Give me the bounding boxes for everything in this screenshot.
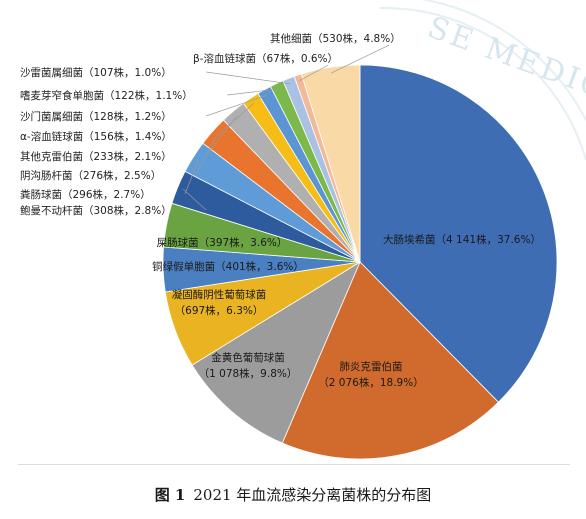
slice-label-15: 其他细菌（530株，4.8%） xyxy=(270,32,401,45)
pie-slices xyxy=(162,64,558,460)
slice-label-12: 嗜麦芽窄食单胞菌（122株，1.1%） xyxy=(20,89,193,102)
slice-label-8: 阴沟肠杆菌（276株，2.5%） xyxy=(20,169,161,182)
pie-slice-1 xyxy=(281,261,499,460)
leader-line-10 xyxy=(216,102,255,137)
slice-label-14: β-溶血链球菌（67株，0.6%） xyxy=(193,52,338,65)
leader-lines xyxy=(183,44,390,211)
leader-line-6 xyxy=(183,189,207,211)
pie-slice-15 xyxy=(300,64,361,263)
leader-line-15 xyxy=(331,44,390,74)
leader-line-8 xyxy=(195,134,218,176)
leader-line-12 xyxy=(227,88,280,96)
pie-slice-2 xyxy=(191,261,361,444)
slice-label-1-line-0: 肺炎克雷伯菌 xyxy=(340,360,403,373)
slice-label-2-line-1: （1 078株，9.8%） xyxy=(199,367,298,380)
figure-caption: 图 1 2021 年血流感染分离菌株的分布图 xyxy=(0,484,586,505)
pie-slice-0 xyxy=(359,64,558,403)
slice-label-3-line-0: 凝固酶阴性葡萄球菌 xyxy=(172,288,267,301)
leader-line-11 xyxy=(206,94,268,117)
slice-label-10: α-溶血链球菌（156株，1.4%） xyxy=(20,130,172,143)
slice-label-11: 沙门菌属细菌（128株，1.2%） xyxy=(20,110,172,123)
slice-label-5: 屎肠球菌（397株，3.6%） xyxy=(157,236,288,249)
leader-line-13 xyxy=(206,71,291,85)
slice-label-2-line-0: 金黄色葡萄球菌 xyxy=(211,351,285,364)
slice-label-9: 其他克雷伯菌（233株，2.1%） xyxy=(20,150,172,163)
slice-labels: 大肠埃希菌（4 141株，37.6%） 肺炎克雷伯菌 （2 076株，18.9%） 金… xyxy=(20,32,541,389)
figure-number: 图 1 xyxy=(154,486,186,504)
slice-label-6: 鲍曼不动杆菌（308株，2.8%） xyxy=(20,204,172,217)
leader-line-7 xyxy=(184,159,199,195)
slice-label-1-line-1: （2 076株，18.9%） xyxy=(318,376,423,389)
caption-divider xyxy=(18,464,570,465)
slice-label-13: 沙雷菌属细菌（107株，1.0%） xyxy=(20,66,172,79)
leader-line-14 xyxy=(299,64,329,82)
slice-label-0: 大肠埃希菌（4 141株，37.6%） xyxy=(383,233,541,246)
slice-label-4: 铜绿假单胞菌（401株，3.6%） xyxy=(152,260,304,273)
figure-caption-text: 2021 年血流感染分离菌株的分布图 xyxy=(193,486,432,504)
slice-label-3-line-1: （697株，6.3%） xyxy=(175,304,264,317)
slice-label-7: 粪肠球菌（296株，2.7%） xyxy=(20,188,151,201)
